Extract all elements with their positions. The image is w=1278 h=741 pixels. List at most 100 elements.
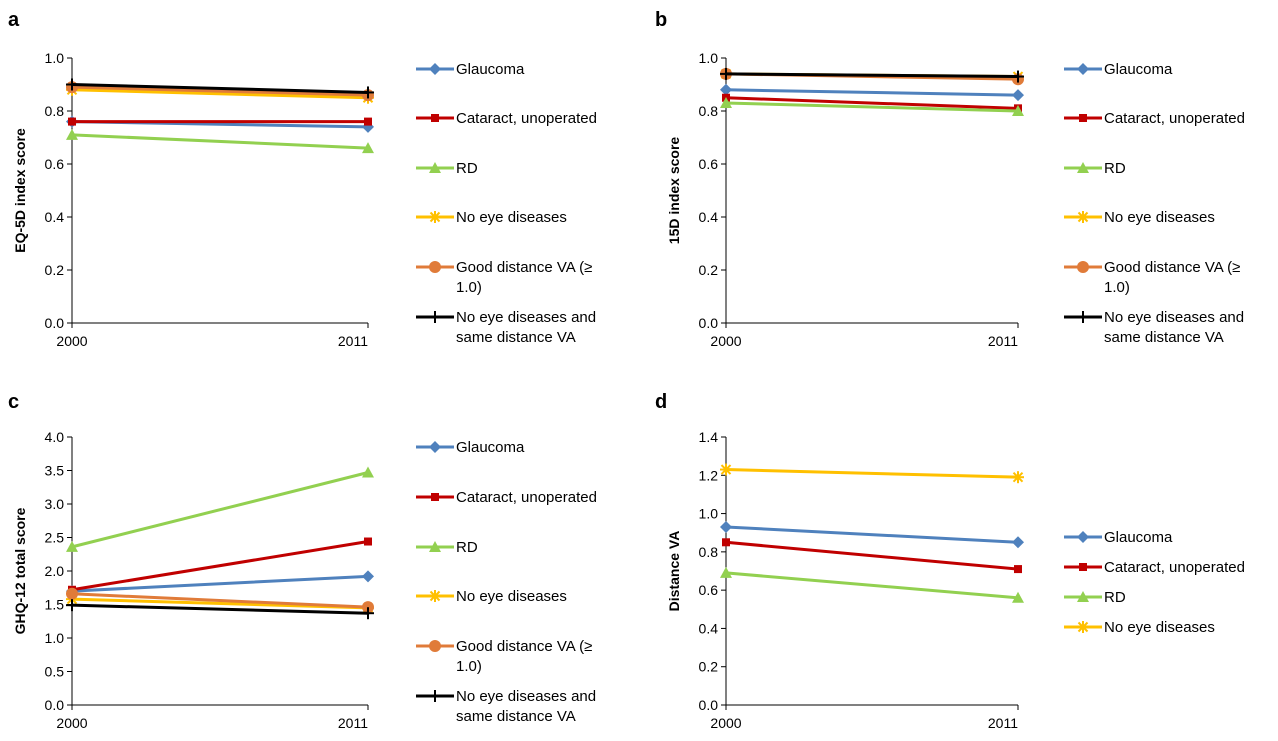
data-point xyxy=(362,607,374,620)
data-point xyxy=(1012,471,1024,484)
y-tick-label: 0.5 xyxy=(45,664,65,680)
panel-letter: d xyxy=(655,391,667,413)
legend-entry: Good distance VA (≥ 1.0) xyxy=(416,638,592,675)
panel-letter: a xyxy=(8,9,20,31)
legend-label: RD xyxy=(1104,160,1126,177)
legend-label: same distance VA xyxy=(456,708,576,725)
legend-label: No eye diseases xyxy=(1104,209,1215,226)
x-tick-label: 2011 xyxy=(338,333,368,349)
series-line xyxy=(70,592,370,609)
series-line xyxy=(70,603,370,615)
y-tick-label: 2.5 xyxy=(45,530,65,546)
legend-label: RD xyxy=(456,539,478,556)
series-line xyxy=(724,72,1020,79)
legend-marker xyxy=(431,493,439,501)
legend-marker xyxy=(1077,261,1089,273)
legend-marker xyxy=(429,541,441,552)
series-line xyxy=(70,574,370,593)
y-tick-label: 1.5 xyxy=(45,597,65,613)
series-line xyxy=(724,525,1020,544)
legend-marker xyxy=(429,690,441,702)
series-line xyxy=(724,540,1020,571)
legend-entry: Cataract, unoperated xyxy=(416,489,597,506)
y-tick-label: 0.2 xyxy=(45,262,65,278)
legend-entry: Glaucoma xyxy=(416,61,525,78)
series-line xyxy=(70,85,370,97)
chart-panel-b: b 0.0 0.2 0.4 0.6 0.8 1.0 2000 2011 15D index sco… xyxy=(655,9,1245,349)
legend-label: same distance VA xyxy=(1104,329,1224,346)
legend-entry: RD xyxy=(1064,160,1126,177)
panel-letter: b xyxy=(655,9,667,31)
data-point xyxy=(66,587,78,600)
series-line xyxy=(724,468,1020,479)
legend-label: Cataract, unoperated xyxy=(456,110,597,127)
legend-entry: Glaucoma xyxy=(1064,61,1173,78)
legend-marker xyxy=(1079,114,1087,122)
data-point xyxy=(722,538,730,547)
data-point xyxy=(364,117,372,126)
legend-entry: RD xyxy=(416,539,478,556)
legend-label: Glaucoma xyxy=(456,61,525,78)
legend-entry: Good distance VA (≥ 1.0) xyxy=(1064,259,1240,296)
data-point xyxy=(720,83,732,96)
x-tick-label: 2000 xyxy=(710,715,741,731)
legend-marker xyxy=(1077,531,1089,543)
legend-entry: No eye diseases xyxy=(416,588,567,605)
y-tick-label: 0.2 xyxy=(699,659,719,675)
y-tick-label: 4.0 xyxy=(45,429,65,445)
data-point xyxy=(720,566,732,578)
legend-marker xyxy=(1077,311,1089,323)
y-tick-label: 0.6 xyxy=(699,156,719,172)
legend-entry: Cataract, unoperated xyxy=(1064,110,1245,127)
series-line xyxy=(724,571,1020,600)
x-tick-label: 2000 xyxy=(710,333,741,349)
data-point xyxy=(720,67,732,80)
y-tick-label: 2.0 xyxy=(45,563,65,579)
y-tick-label: 0.4 xyxy=(699,209,719,225)
y-axis-label: EQ-5D index score xyxy=(12,128,28,253)
legend-label: 1.0) xyxy=(456,279,482,296)
y-axis-label: Distance VA xyxy=(666,531,682,612)
data-point xyxy=(1012,105,1024,116)
y-tick-label: 3.5 xyxy=(45,463,65,479)
y-axis-label: 15D index score xyxy=(666,137,682,245)
legend-marker xyxy=(429,640,441,652)
legend-entry: No eye diseases and same distance VA xyxy=(416,688,596,725)
data-point xyxy=(66,599,78,612)
series-line xyxy=(724,101,1020,113)
legend-entry: Good distance VA (≥ 1.0) xyxy=(416,259,592,296)
legend-label: Glaucoma xyxy=(456,439,525,456)
data-point xyxy=(362,570,374,583)
legend-entry: No eye diseases xyxy=(416,209,567,226)
y-tick-label: 1.2 xyxy=(699,467,719,483)
legend-marker xyxy=(1077,591,1089,602)
legend-marker xyxy=(429,63,441,75)
series-line xyxy=(70,540,370,592)
legend-marker xyxy=(429,441,441,453)
x-tick-label: 2011 xyxy=(988,715,1018,731)
legend-entry: RD xyxy=(1064,589,1126,606)
chart-panel-a: a 0.0 0.2 0.4 0.6 0.8 1.0 2000 2011 EQ-5D index s… xyxy=(8,9,597,349)
legend-entry: Glaucoma xyxy=(1064,529,1173,546)
data-point xyxy=(720,520,732,533)
legend-label: RD xyxy=(1104,589,1126,606)
data-point xyxy=(1012,591,1024,603)
data-point xyxy=(1012,89,1024,102)
series-line xyxy=(724,96,1020,110)
chart-panel-d: d 0.0 0.2 0.4 0.6 0.8 1.0 1.2 1.4 2000 2011 Distanc… xyxy=(655,391,1245,731)
legend-entry: No eye diseases xyxy=(1064,619,1215,636)
y-tick-label: 0.0 xyxy=(45,315,65,331)
data-point xyxy=(66,78,78,91)
legend-label: Glaucoma xyxy=(1104,529,1173,546)
legend-label: same distance VA xyxy=(456,329,576,346)
series-line xyxy=(724,88,1020,97)
y-tick-label: 1.0 xyxy=(45,630,65,646)
legend-label: Good distance VA (≥ xyxy=(456,638,592,655)
y-tick-label: 0.0 xyxy=(45,697,65,713)
chart-panel-c: c 0.0 0.5 1.0 1.5 2.0 2.5 3.0 3.5 4.0 2000 2011 GHQ-… xyxy=(8,391,597,731)
legend-entry: Cataract, unoperated xyxy=(1064,559,1245,576)
legend-entry: No eye diseases and same distance VA xyxy=(1064,309,1244,346)
y-axis-label: GHQ-12 total score xyxy=(12,507,28,634)
legend-label: Good distance VA (≥ xyxy=(1104,259,1240,276)
